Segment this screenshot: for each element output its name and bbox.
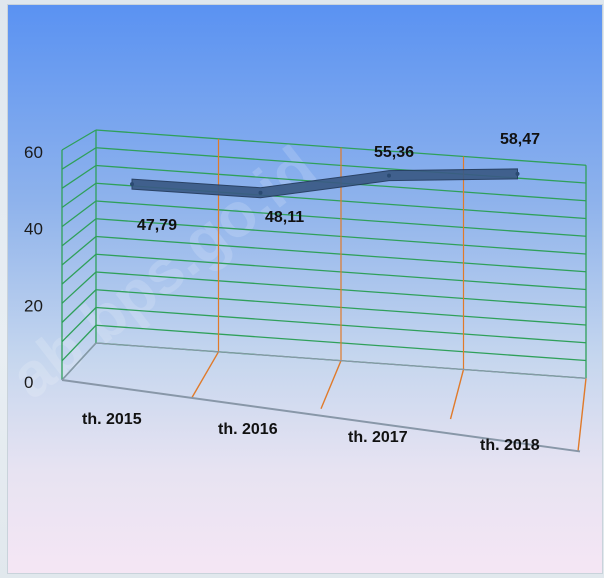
labels: 0 20 40 60 th. 2015 th. 2016 th. 2017 th. 2018 4… (24, 131, 540, 454)
gridline-side (61, 147, 97, 170)
y-tick-label: 40 (24, 220, 43, 239)
floor-left-edge (61, 342, 97, 381)
gridline-side (61, 164, 97, 189)
data-point (387, 173, 391, 178)
x-tick-label: th. 2016 (218, 421, 278, 438)
y-tick-label: 60 (24, 143, 43, 162)
watermark: ab bps.go.id (0, 133, 328, 412)
gridline-side (61, 271, 97, 304)
gridline-side (61, 200, 97, 228)
gridline-side (61, 253, 97, 285)
data-point (258, 190, 263, 195)
gridline-side (61, 218, 97, 247)
x-tick-label: th. 2017 (348, 429, 408, 446)
data-point (515, 171, 520, 176)
floor-back-edge (95, 342, 587, 379)
data-label: 48,11 (265, 209, 304, 226)
gridline-side (61, 182, 97, 209)
data-label: 58,47 (500, 131, 540, 148)
gridline-side (61, 324, 97, 362)
chart-area (8, 5, 602, 573)
category-divider-floor (449, 369, 465, 420)
gridline-side (61, 129, 97, 151)
category-divider-floor (190, 351, 220, 399)
gridline-side (61, 236, 97, 266)
y-tick-label: 0 (24, 373, 33, 392)
x-tick-label: th. 2015 (82, 411, 142, 428)
y-tick-label: 20 (24, 296, 43, 315)
data-label: 55,36 (374, 144, 414, 161)
gridline-side (61, 307, 97, 343)
data-point (130, 182, 134, 187)
series-line (130, 168, 520, 199)
x-axis-line (61, 379, 581, 453)
data-label: 47,79 (137, 217, 177, 234)
gridline-side (61, 289, 97, 323)
category-divider-floor (577, 378, 587, 452)
category-divider-floor (320, 360, 342, 409)
series-ribbon (131, 168, 518, 199)
chart-floor (61, 342, 587, 453)
x-tick-label: th. 2018 (480, 437, 540, 454)
